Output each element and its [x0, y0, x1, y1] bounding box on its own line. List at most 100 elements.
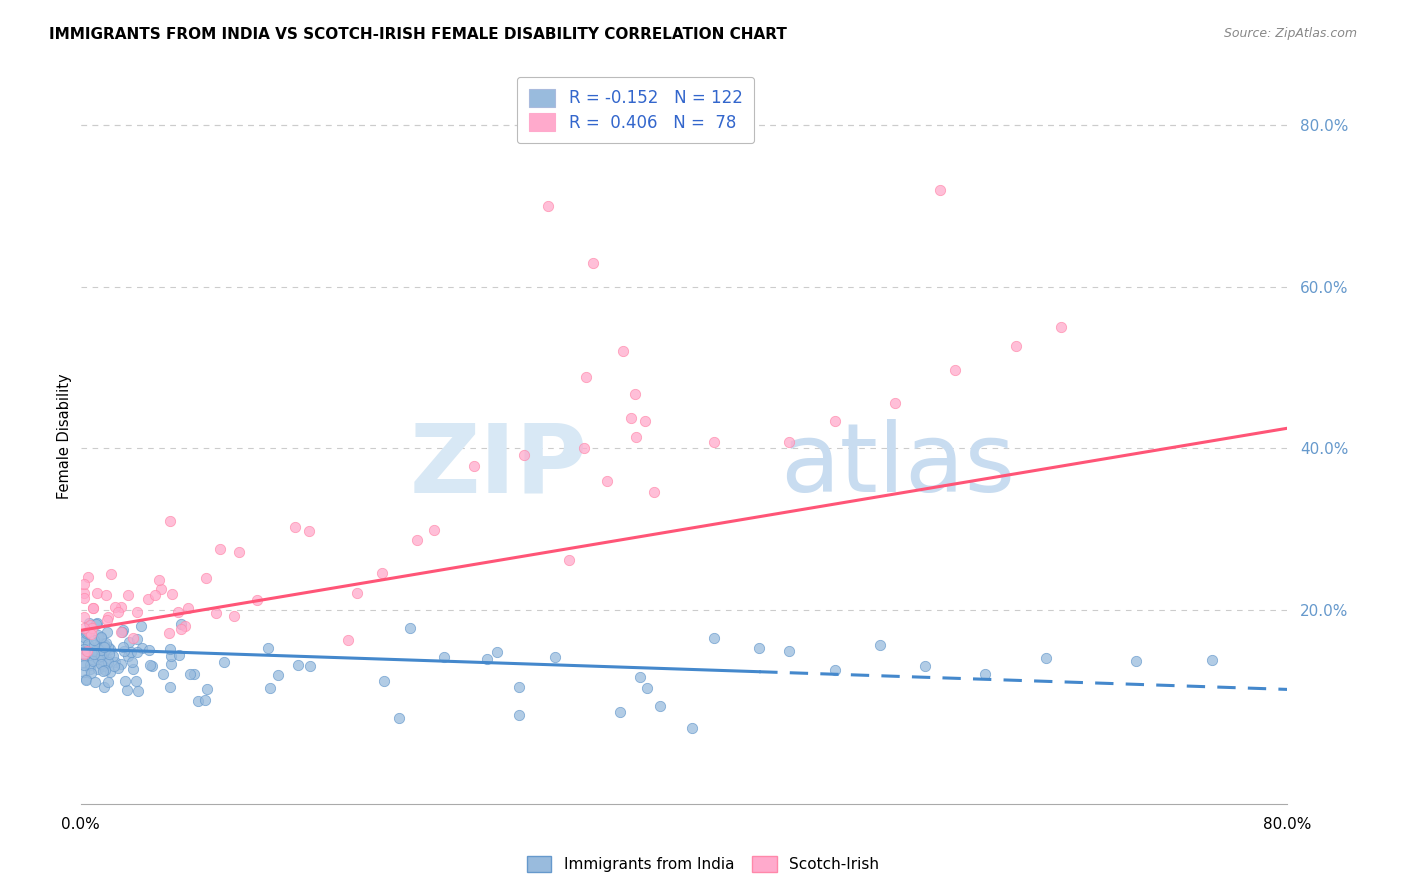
Point — [1201, 652, 1223, 666]
Point — [121, 645, 143, 659]
Point — [432, 650, 454, 665]
Point — [77, 625, 100, 640]
Point — [121, 662, 143, 676]
Point — [77, 569, 100, 583]
Point — [508, 708, 530, 723]
Point — [72, 648, 94, 663]
Point — [824, 664, 846, 678]
Point — [160, 648, 183, 663]
Point — [209, 541, 232, 556]
Point — [157, 626, 180, 640]
Point — [82, 601, 104, 615]
Point — [117, 648, 139, 663]
Point — [346, 585, 368, 599]
Point — [97, 675, 120, 690]
Point — [131, 640, 153, 655]
Point — [72, 658, 94, 673]
Point — [96, 625, 118, 640]
Point — [139, 658, 162, 673]
Point — [93, 637, 115, 651]
Point — [256, 641, 278, 656]
Point — [91, 636, 114, 650]
Point — [72, 591, 94, 606]
Point — [72, 641, 94, 656]
Point — [79, 618, 101, 632]
Point — [537, 199, 560, 213]
Point — [93, 680, 115, 694]
Point — [90, 657, 112, 671]
Point — [643, 485, 665, 500]
Point — [79, 658, 101, 673]
Point — [337, 632, 360, 647]
Point — [104, 599, 127, 614]
Text: Source: ZipAtlas.com: Source: ZipAtlas.com — [1223, 27, 1357, 40]
Point — [86, 616, 108, 631]
Point — [179, 667, 201, 681]
Point — [110, 624, 132, 639]
Point — [624, 430, 647, 444]
Point — [187, 694, 209, 708]
Point — [869, 638, 891, 652]
Point — [177, 600, 200, 615]
Point — [112, 623, 135, 637]
Point — [87, 638, 110, 652]
Point — [107, 661, 129, 675]
Point — [228, 545, 250, 559]
Point — [75, 626, 97, 640]
Point — [388, 710, 411, 724]
Point — [648, 699, 671, 714]
Point — [77, 615, 100, 630]
Point — [141, 658, 163, 673]
Point — [82, 621, 104, 635]
Point — [558, 553, 581, 567]
Point — [1050, 320, 1073, 334]
Point — [111, 640, 134, 654]
Point — [287, 658, 309, 673]
Point — [636, 681, 658, 696]
Point — [72, 577, 94, 591]
Point — [159, 680, 181, 694]
Point — [75, 672, 97, 686]
Point — [82, 652, 104, 666]
Point — [90, 642, 112, 657]
Point — [118, 635, 141, 649]
Point — [167, 605, 190, 619]
Point — [91, 659, 114, 673]
Point — [96, 613, 118, 627]
Point — [100, 567, 122, 582]
Point — [91, 648, 114, 663]
Point — [259, 681, 281, 696]
Point — [75, 673, 97, 688]
Point — [90, 631, 112, 645]
Point — [84, 674, 107, 689]
Legend: R = -0.152   N = 122, R =  0.406   N =  78: R = -0.152 N = 122, R = 0.406 N = 78 — [517, 77, 754, 144]
Point — [112, 644, 135, 658]
Point — [194, 693, 217, 707]
Point — [195, 682, 218, 697]
Point — [512, 449, 534, 463]
Point — [914, 658, 936, 673]
Point — [101, 648, 124, 663]
Point — [778, 434, 800, 449]
Point — [94, 642, 117, 657]
Point — [214, 655, 236, 669]
Point — [138, 643, 160, 657]
Point — [170, 622, 193, 636]
Point — [148, 573, 170, 587]
Point — [97, 609, 120, 624]
Point — [143, 588, 166, 602]
Point — [82, 601, 104, 615]
Point — [267, 668, 290, 682]
Point — [298, 524, 321, 538]
Point — [94, 636, 117, 650]
Point — [110, 657, 132, 671]
Point — [284, 520, 307, 534]
Point — [824, 414, 846, 428]
Point — [87, 662, 110, 676]
Point — [222, 609, 245, 624]
Point — [97, 655, 120, 669]
Point — [94, 657, 117, 671]
Point — [423, 523, 446, 537]
Point — [72, 586, 94, 600]
Point — [83, 638, 105, 652]
